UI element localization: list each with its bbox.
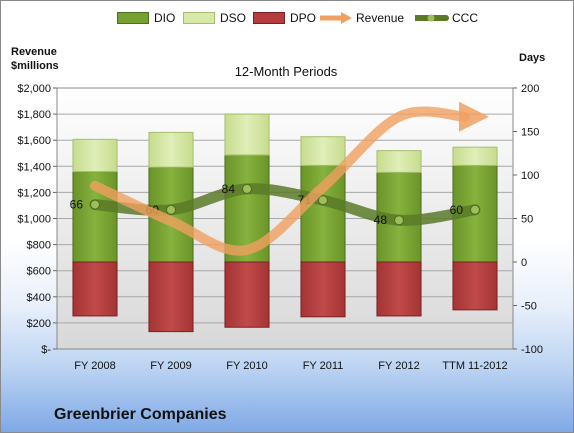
left-tick-label: $- <box>41 344 51 356</box>
line-revenue <box>90 106 470 256</box>
legend-item-ccc: CCC <box>415 11 478 25</box>
left-tick-label: $1,600 <box>17 135 51 147</box>
bar-dpo <box>300 261 346 318</box>
category-label: FY 2012 <box>378 360 419 372</box>
right-tick-label: 0 <box>521 257 527 269</box>
legend-label-dpo: DPO <box>290 11 317 25</box>
right-axis-title: Days <box>519 52 546 64</box>
right-tick-label: 200 <box>521 83 539 95</box>
left-tick-label: $1,800 <box>17 109 51 121</box>
data-label-ccc: 66 <box>70 198 84 212</box>
line-ccc <box>89 183 481 226</box>
right-tick-label: -50 <box>521 301 537 313</box>
legend-label-dso: DSO <box>220 11 247 25</box>
right-tick-label: 150 <box>521 127 539 139</box>
legend-swatch-dio <box>117 12 149 24</box>
point-ccc <box>394 215 404 226</box>
category-label: FY 2008 <box>74 360 115 372</box>
category-label: FY 2009 <box>150 360 191 372</box>
category-label: FY 2010 <box>226 360 267 372</box>
left-tick-label: $800 <box>27 240 51 252</box>
left-axis-title-line-2: $millions <box>11 60 59 72</box>
bar-dso <box>452 146 498 166</box>
data-label-ccc: 48 <box>374 213 388 227</box>
bar-dpo <box>148 261 194 333</box>
legend-item-dpo: DPO <box>253 11 316 25</box>
bar-dpo <box>452 261 498 311</box>
legend-swatch-dpo <box>253 12 285 24</box>
right-tick-label: 100 <box>521 170 539 182</box>
legend-swatch-ccc <box>415 14 449 22</box>
left-tick-label: $200 <box>27 318 51 330</box>
bar-dpo <box>72 261 118 317</box>
category-label: TTM 11-2012 <box>442 360 507 372</box>
left-tick-label: $1,000 <box>17 214 51 226</box>
data-label-ccc: 84 <box>222 182 236 196</box>
point-ccc <box>318 195 328 206</box>
legend-item-dio: DIO <box>117 11 175 25</box>
right-tick-label: -100 <box>521 344 543 356</box>
left-tick-label: $2,000 <box>17 83 51 95</box>
bar-dso <box>300 136 346 166</box>
legend-item-revenue: Revenue <box>319 11 404 25</box>
left-axis-title-line-1: Revenue <box>11 46 57 58</box>
bar-dso <box>72 138 118 173</box>
category-label: FY 2011 <box>303 360 344 372</box>
bar-dpo <box>376 261 422 317</box>
bar-dpo <box>224 261 270 328</box>
bar-dso <box>148 131 194 168</box>
left-tick-label: $1,400 <box>17 161 51 173</box>
point-ccc <box>242 183 252 194</box>
left-axis-title: Revenue $millions <box>11 45 59 73</box>
point-ccc <box>90 199 100 210</box>
point-ccc <box>166 204 176 215</box>
legend: DIO DSO DPO Revenue CCC <box>1 7 573 29</box>
bar-dso <box>224 113 270 156</box>
legend-label-dio: DIO <box>154 11 176 25</box>
point-ccc <box>470 204 480 215</box>
legend-item-dso: DSO <box>183 11 246 25</box>
legend-label-revenue: Revenue <box>356 11 405 25</box>
left-tick-label: $1,200 <box>17 187 51 199</box>
chart-title: 12-Month Periods <box>234 64 338 79</box>
data-label-ccc: 60 <box>450 203 464 217</box>
bar-dso <box>376 150 422 173</box>
left-tick-label: $600 <box>27 266 51 278</box>
company-name: Greenbrier Companies <box>54 406 227 423</box>
legend-label-ccc: CCC <box>452 11 478 25</box>
left-tick-label: $400 <box>27 292 51 304</box>
legend-swatch-dso <box>183 12 215 24</box>
arrowhead-revenue <box>459 101 489 132</box>
legend-swatch-revenue <box>320 12 352 24</box>
bar-dio <box>300 164 346 263</box>
right-tick-label: 50 <box>521 214 533 226</box>
